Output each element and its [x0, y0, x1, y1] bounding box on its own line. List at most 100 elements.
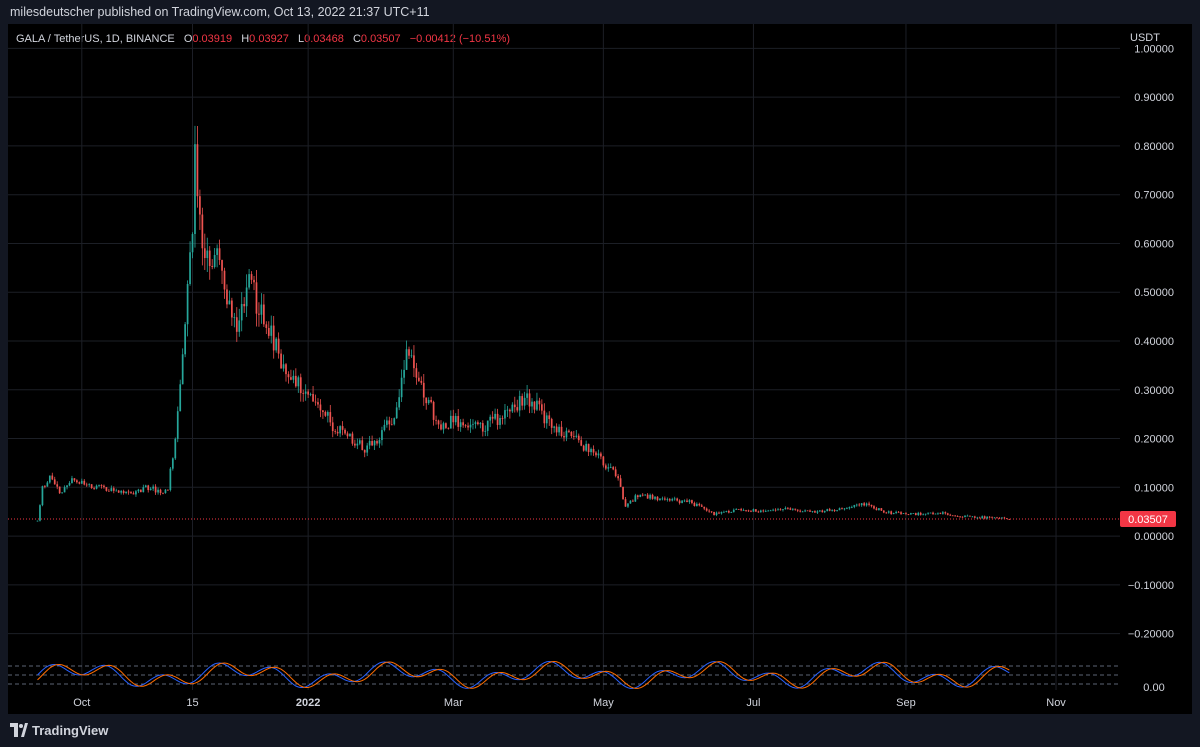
candle-body	[755, 509, 757, 512]
candle-body	[206, 250, 209, 259]
candle-body	[299, 377, 302, 394]
candle-body	[90, 484, 93, 489]
candle-body	[464, 425, 467, 427]
candle-body	[752, 509, 755, 512]
candle-body	[949, 514, 952, 516]
candle-body	[577, 435, 580, 441]
candle-body	[309, 394, 312, 395]
candle-body	[951, 515, 954, 517]
candle-body	[681, 500, 683, 504]
candle-body	[595, 452, 597, 456]
candle-body	[218, 248, 221, 261]
x-tick-label: Nov	[1046, 697, 1066, 709]
candle-body	[550, 419, 553, 428]
candle-body	[233, 317, 236, 319]
candle-body	[654, 496, 656, 499]
candle-body	[427, 399, 430, 404]
candle-body	[400, 377, 403, 398]
candle-body	[732, 509, 735, 513]
brand-name: TradingView	[32, 723, 109, 738]
candle-body	[927, 512, 929, 514]
candle-body	[511, 404, 514, 412]
legend-symbol: GALA / TetherUS, 1D, BINANCE	[16, 33, 175, 45]
candle-body	[538, 400, 541, 405]
candle-body	[932, 512, 934, 515]
candle-body	[437, 420, 440, 425]
candle-body	[750, 511, 752, 513]
candle-body	[895, 511, 897, 513]
y-tick-label: 0.80000	[1134, 141, 1174, 153]
candle-body	[481, 423, 484, 432]
candle-body	[981, 516, 984, 519]
candle-body	[184, 324, 186, 355]
candle-body	[543, 410, 546, 424]
candle-body	[329, 412, 332, 423]
candle-body	[356, 443, 359, 446]
candle-body	[818, 510, 821, 512]
y-tick-label: 0.60000	[1134, 238, 1174, 250]
candle-body	[297, 377, 300, 387]
candle-body	[248, 274, 250, 288]
candle-body	[312, 394, 314, 402]
candle-body	[390, 424, 393, 426]
candle-body	[639, 494, 642, 498]
candle-body	[757, 511, 760, 513]
candle-body	[836, 510, 838, 511]
candle-body	[48, 475, 51, 483]
candle-body	[969, 515, 971, 517]
candle-body	[737, 509, 740, 510]
candle-body	[142, 487, 145, 493]
candle-body	[179, 384, 182, 412]
candle-body	[66, 485, 68, 488]
candle-body	[688, 500, 691, 502]
candle-body	[838, 508, 841, 511]
candle-body	[735, 509, 738, 510]
candle-body	[506, 409, 509, 411]
legend-high: 0.03927	[249, 33, 289, 45]
candle-body	[634, 495, 637, 502]
candle-body	[88, 484, 91, 486]
candle-body	[526, 393, 528, 398]
candle-body	[105, 487, 108, 491]
candle-body	[235, 317, 238, 332]
candle-body	[582, 445, 585, 451]
candle-body	[887, 511, 890, 513]
candle-body	[147, 485, 150, 491]
legend-low: 0.03468	[304, 33, 344, 45]
y-tick-label: 0.90000	[1134, 92, 1174, 104]
candle-body	[521, 396, 524, 406]
candle-body	[258, 313, 260, 315]
candle-body	[816, 511, 819, 513]
chart-area[interactable]	[8, 24, 1192, 714]
candle-body	[454, 416, 457, 423]
y-tick-label: −0.10000	[1128, 580, 1174, 592]
candle-body	[624, 499, 627, 507]
candle-body	[445, 423, 447, 428]
candle-body	[253, 279, 255, 283]
candle-body	[934, 513, 937, 515]
candle-body	[373, 441, 376, 446]
candle-body	[531, 401, 533, 407]
candle-body	[393, 418, 396, 425]
candle-body	[572, 436, 575, 437]
candle-body	[376, 441, 378, 444]
candle-body	[597, 453, 600, 456]
candle-body	[875, 508, 878, 511]
candle-body	[346, 433, 349, 437]
candle-body	[858, 504, 861, 506]
candle-body	[95, 485, 98, 489]
candle-body	[467, 425, 469, 428]
candle-body	[759, 510, 762, 513]
candle-body	[787, 507, 789, 509]
candle-body	[41, 486, 44, 506]
candle-body	[176, 411, 179, 439]
candle-body	[683, 500, 686, 502]
candle-body	[609, 467, 612, 468]
candle-body	[782, 509, 784, 511]
candle-body	[432, 401, 435, 420]
candle-body	[368, 441, 371, 446]
candle-body	[484, 430, 487, 432]
candle-body	[762, 510, 765, 512]
candle-body	[560, 426, 563, 437]
